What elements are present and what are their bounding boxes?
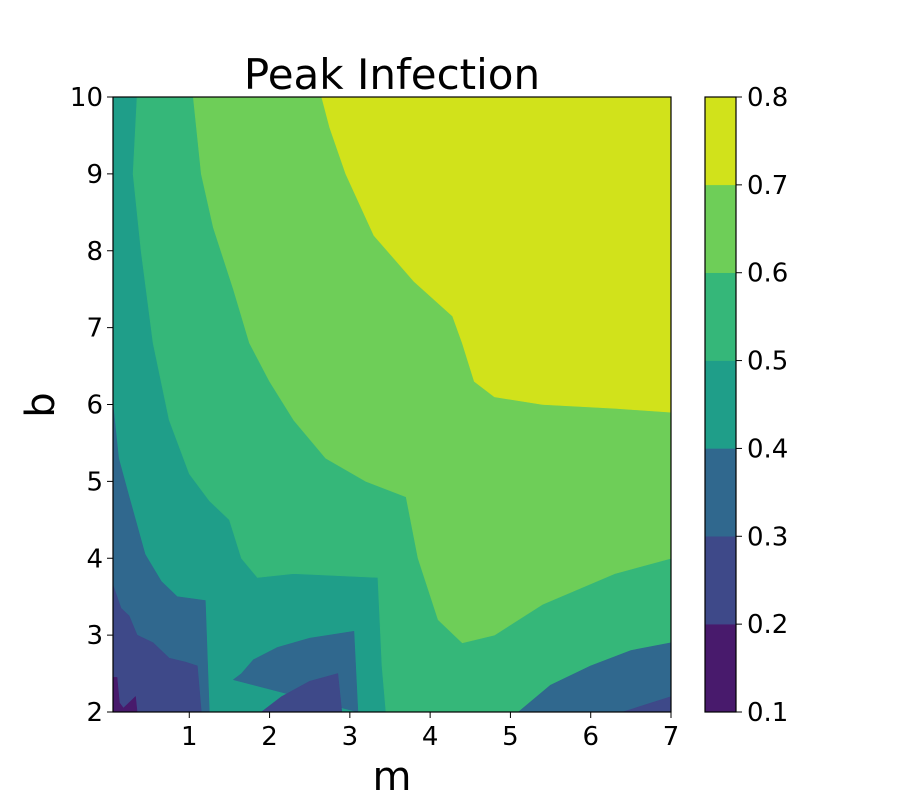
colorbar-tick-label: 0.4	[747, 434, 788, 464]
x-tick-label: 1	[181, 722, 198, 752]
y-tick-label: 4	[86, 544, 103, 574]
y-tick-label: 5	[86, 467, 103, 497]
y-tick-label: 6	[86, 391, 103, 421]
colorbar-band	[704, 272, 737, 361]
colorbar-tick-label: 0.5	[747, 347, 788, 377]
y-tick-label: 7	[86, 314, 103, 344]
y-tick-label: 8	[86, 237, 103, 267]
x-tick-label: 5	[502, 722, 519, 752]
y-axis-label: b	[18, 392, 64, 417]
x-tick-label: 2	[261, 722, 278, 752]
chart-title: Peak Infection	[244, 50, 540, 99]
colorbar-band	[704, 448, 737, 537]
y-tick-label: 10	[70, 83, 103, 113]
y-axis-ticks: 2 3 4 5 6 7 8 9 10	[70, 83, 113, 728]
colorbar-band	[704, 184, 737, 273]
contour-region-peak-0.7-0.8	[321, 96, 672, 413]
x-tick-label: 7	[663, 722, 680, 752]
colorbar-band	[704, 623, 737, 713]
y-tick-label: 3	[86, 621, 103, 651]
colorbar-tick-label: 0.1	[747, 698, 788, 728]
colorbar-band	[704, 360, 737, 449]
x-axis-label: m	[373, 754, 412, 800]
colorbar-band	[704, 96, 737, 186]
x-tick-label: 3	[342, 722, 359, 752]
colorbar-frame	[704, 96, 737, 713]
colorbar-tick-label: 0.3	[747, 522, 788, 552]
x-tick-label: 6	[582, 722, 599, 752]
x-tick-label: 4	[422, 722, 439, 752]
colorbar-tick-label: 0.6	[747, 259, 788, 289]
y-tick-label: 9	[86, 160, 103, 190]
colorbar-tick-label: 0.7	[747, 171, 788, 201]
contour-regions	[112, 96, 672, 713]
colorbar: 0.1 0.2 0.3 0.4 0.5 0.6 0.7 0.8	[704, 83, 788, 728]
y-tick-label: 2	[86, 698, 103, 728]
colorbar-tick-label: 0.2	[747, 610, 788, 640]
x-axis-ticks: 1 2 3 4 5 6 7	[181, 712, 679, 752]
colorbar-tick-label: 0.8	[747, 83, 788, 113]
colorbar-band	[704, 536, 737, 625]
